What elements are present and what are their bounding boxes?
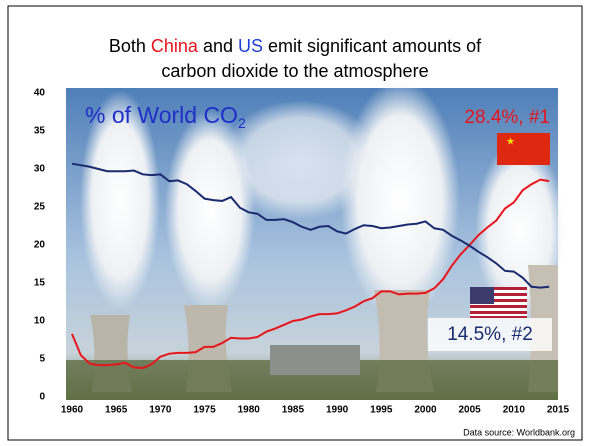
x-tick-label: 2000 — [414, 405, 437, 416]
title-line: Both China and US emit significant amoun… — [0, 34, 590, 59]
x-tick-label: 1990 — [326, 405, 349, 416]
title-line: carbon dioxide to the atmosphere — [0, 59, 590, 84]
y-tick-label: 20 — [34, 240, 46, 251]
source-note: Data source: Worldbank.org — [463, 427, 575, 437]
y-tick-label: 0 — [39, 392, 45, 403]
x-tick-label: 1965 — [105, 405, 128, 416]
y-tick-label: 10 — [34, 316, 46, 327]
china-flag — [497, 133, 550, 165]
title-part: Both — [108, 36, 151, 56]
annotation: 14.5%, #2 — [447, 324, 533, 345]
y-tick-label: 35 — [34, 126, 46, 137]
title-part: emit significant amounts of — [263, 36, 482, 56]
slide-border — [7, 5, 583, 441]
x-tick-label: 1960 — [61, 405, 84, 416]
y-tick-label: 15 — [34, 278, 46, 289]
title-part: and — [197, 36, 238, 56]
annotation: % of World CO2 — [85, 102, 246, 131]
annotation-subscript: 2 — [238, 115, 246, 131]
annotation: 28.4%, #1 — [464, 107, 550, 128]
title-part: carbon dioxide to the atmosphere — [161, 61, 429, 81]
x-tick-label: 2015 — [547, 405, 570, 416]
y-tick-label: 25 — [34, 202, 46, 213]
title-part: US — [237, 36, 263, 56]
x-tick-label: 1970 — [149, 405, 172, 416]
x-tick-label: 2010 — [503, 405, 526, 416]
title: Both China and US emit significant amoun… — [0, 34, 590, 84]
y-tick-label: 5 — [39, 354, 45, 365]
x-tick-label: 1985 — [282, 405, 305, 416]
series-line — [71, 162, 550, 289]
x-tick-label: 1995 — [370, 405, 393, 416]
title-part: China — [150, 36, 198, 56]
us-flag — [470, 287, 527, 318]
x-tick-label: 1980 — [238, 405, 261, 416]
x-tick-label: 1975 — [193, 405, 216, 416]
y-tick-label: 40 — [34, 88, 46, 99]
annotation-text: % of World CO — [85, 102, 238, 128]
flag-star: ★ — [506, 137, 515, 148]
label-box — [428, 318, 552, 351]
x-tick-label: 2005 — [459, 405, 482, 416]
y-tick-label: 30 — [34, 164, 46, 175]
